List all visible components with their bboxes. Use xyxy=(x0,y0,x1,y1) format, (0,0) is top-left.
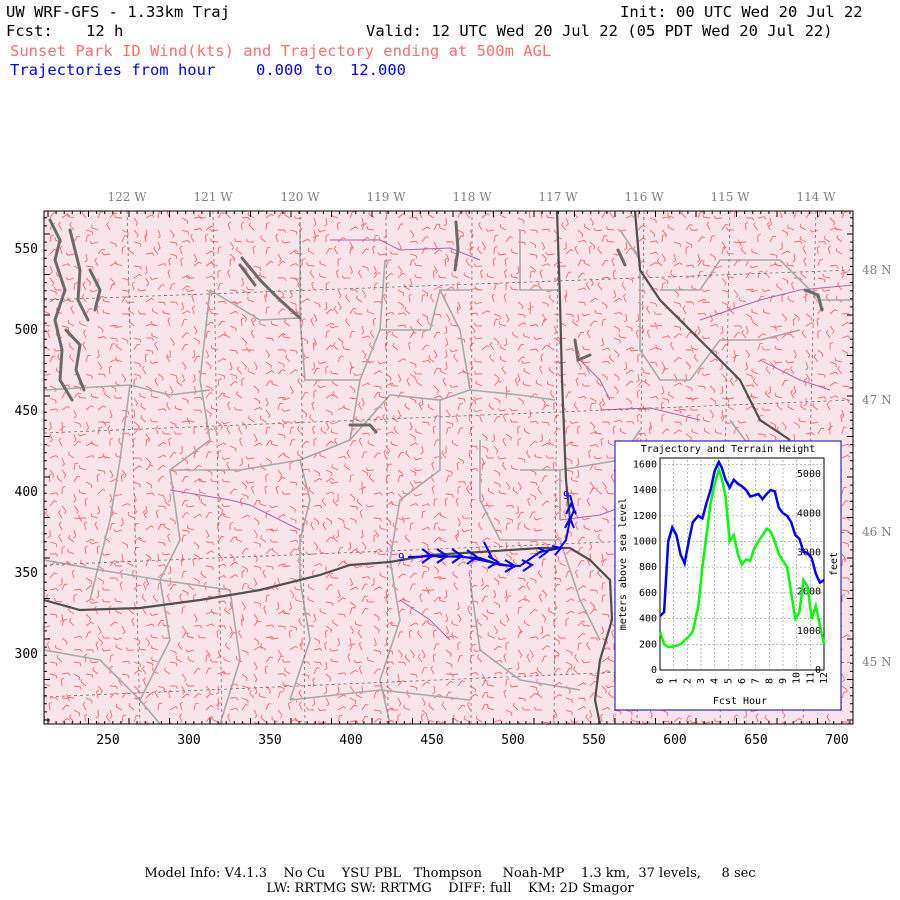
longitude-labels: 122 W 121 W 120 W 119 W 118 W 117 W 116 … xyxy=(107,190,836,204)
inset-x-tick: 4 xyxy=(710,678,721,684)
inset-x-tick: 11 xyxy=(805,672,816,684)
longitude-label: 118 W xyxy=(452,190,492,204)
trajectory-end-marker: 9 xyxy=(563,489,570,502)
y-tick-label: 450 xyxy=(15,404,38,419)
y-tick-label: 500 xyxy=(15,323,38,338)
inset-x-tick: 6 xyxy=(737,678,748,684)
x-tick-label: 450 xyxy=(420,733,443,748)
inset-x-tick: 9 xyxy=(778,678,789,684)
inset-x-tick: 10 xyxy=(792,672,803,684)
longitude-label: 114 W xyxy=(796,190,836,204)
trajectory-height-line xyxy=(659,459,825,617)
inset-left-axis-label: meters above sea level xyxy=(618,498,629,630)
longitude-label: 119 W xyxy=(366,190,406,204)
init-time: Init: 00 UTC Wed 20 Jul 22 xyxy=(620,3,863,21)
model-title: UW WRF-GFS - 1.33km Traj xyxy=(6,3,230,21)
product-description: Sunset Park ID Wind(kts) and Trajectory … xyxy=(10,42,552,60)
x-tick-label: 300 xyxy=(177,733,200,748)
county-boundaries xyxy=(44,229,853,724)
trajectory-range-to: to xyxy=(314,61,333,79)
latitude-label: 46 N xyxy=(862,525,892,539)
x-tick-label: 550 xyxy=(582,733,605,748)
inset-x-axis: 0 1 2 3 4 5 6 7 8 9 10 11 12 xyxy=(655,672,830,684)
inset-x-tick: 3 xyxy=(696,678,707,684)
trajectory-path xyxy=(407,494,577,573)
coastline xyxy=(48,218,824,434)
trajectory-arrowheads xyxy=(421,501,577,573)
latitude-label: 47 N xyxy=(862,393,892,407)
inset-x-tick: 2 xyxy=(682,678,693,684)
latitude-label: 45 N xyxy=(862,655,892,669)
longitude-label: 121 W xyxy=(193,190,233,204)
map-frame xyxy=(43,210,854,725)
inset-x-tick: 1 xyxy=(669,678,680,684)
trajectory-range-label: Trajectories from hour xyxy=(10,61,216,79)
inset-left-tick: 1000 xyxy=(633,537,657,548)
trajectory-terrain-inset: Trajectory and Terrain Height 0200400600… xyxy=(614,440,842,711)
frame-tick-marks xyxy=(44,211,853,724)
forecast-hour: 12 h xyxy=(86,22,124,40)
inset-x-tick: 8 xyxy=(764,678,775,684)
x-tick-label: 250 xyxy=(96,733,119,748)
inset-right-tick: 1000 xyxy=(797,626,821,637)
inset-left-tick: 1400 xyxy=(633,485,657,496)
inset-x-tick: 5 xyxy=(723,678,734,684)
inset-x-tick: 12 xyxy=(819,672,830,684)
inset-x-tick: 0 xyxy=(655,678,666,684)
inset-left-tick: 600 xyxy=(639,588,657,599)
inset-x-tick: 7 xyxy=(751,678,762,684)
inset-left-tick: 0 xyxy=(651,665,657,676)
latitude-label: 48 N xyxy=(862,263,892,277)
longitude-label: 115 W xyxy=(710,190,750,204)
trajectory-start-marker: 9 xyxy=(398,551,405,564)
state-borders xyxy=(44,211,791,724)
x-axis-ticks: 250 300 350 400 450 500 550 600 650 700 xyxy=(96,733,848,748)
inset-left-axis: 0 200 400 600 800 1000 1200 1400 1600 xyxy=(633,459,657,676)
y-tick-label: 400 xyxy=(15,485,38,500)
latitude-labels: 48 N 47 N 46 N 45 N xyxy=(862,263,892,669)
inset-right-tick: 0 xyxy=(815,665,821,676)
x-tick-label: 350 xyxy=(258,733,281,748)
inset-left-tick: 1600 xyxy=(633,459,657,470)
x-tick-label: 400 xyxy=(339,733,362,748)
trajectory-start-hour: 0.000 xyxy=(256,61,303,79)
terrain-height-line xyxy=(658,465,826,649)
longitude-label: 122 W xyxy=(107,190,147,204)
forecast-label: Fcst: xyxy=(6,22,53,40)
longitude-label: 116 W xyxy=(624,190,664,204)
inset-grid xyxy=(660,458,824,670)
inset-right-axis-label: feet xyxy=(829,552,840,576)
x-tick-label: 600 xyxy=(663,733,686,748)
y-tick-label: 550 xyxy=(15,242,38,257)
x-tick-label: 650 xyxy=(744,733,767,748)
longitude-label: 117 W xyxy=(538,190,578,204)
inset-right-tick: 4000 xyxy=(797,508,821,519)
x-tick-label: 500 xyxy=(501,733,524,748)
inset-left-tick: 200 xyxy=(639,639,657,650)
y-tick-label: 300 xyxy=(15,647,38,662)
inset-right-tick: 5000 xyxy=(797,469,821,480)
inset-left-tick: 800 xyxy=(639,562,657,573)
inset-left-tick: 400 xyxy=(639,614,657,625)
trajectory-end-hour: 12.000 xyxy=(350,61,406,79)
x-tick-label: 700 xyxy=(825,733,848,748)
longitude-label: 120 W xyxy=(280,190,320,204)
inset-x-axis-label: Fcst Hour xyxy=(713,696,767,707)
map-frame-ticks xyxy=(44,211,853,724)
y-tick-label: 350 xyxy=(15,566,38,581)
y-axis-ticks: 300 350 400 450 500 550 xyxy=(15,242,38,662)
physics-info-line: LW: RRTMG SW: RRTMG DIFF: full KM: 2D Sm… xyxy=(266,881,634,896)
rivers xyxy=(169,239,853,641)
model-info-line: Model Info: V4.1.3 No Cu YSU PBL Thompso… xyxy=(144,866,756,881)
inset-title: Trajectory and Terrain Height xyxy=(641,444,816,455)
valid-time: Valid: 12 UTC Wed 20 Jul 22 (05 PDT Wed … xyxy=(366,22,833,40)
inset-left-tick: 1200 xyxy=(633,511,657,522)
